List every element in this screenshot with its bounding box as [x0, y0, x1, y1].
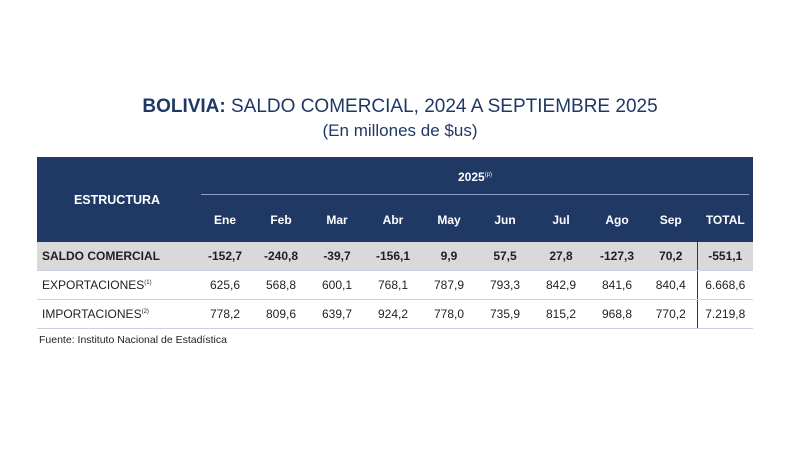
table-row: SALDO COMERCIAL -152,7 -240,8 -39,7 -156,1 9,… [37, 242, 753, 271]
table-cell: 815,2 [533, 300, 589, 329]
year-header: 2025(p) [197, 157, 753, 197]
table-body: SALDO COMERCIAL -152,7 -240,8 -39,7 -156,1 9,… [37, 242, 753, 329]
table-cell: 793,3 [477, 271, 533, 300]
table-cell: -39,7 [309, 242, 365, 271]
page-subtitle: (En millones de $us) [0, 120, 800, 142]
row-label: SALDO COMERCIAL [37, 242, 197, 271]
month-header-may: May [421, 197, 477, 242]
table-cell: -240,8 [253, 242, 309, 271]
year-note: (p) [485, 172, 492, 178]
total-header: TOTAL [697, 197, 753, 242]
table-cell: 778,0 [421, 300, 477, 329]
structure-header: ESTRUCTURA [37, 157, 197, 242]
month-header-mar: Mar [309, 197, 365, 242]
row-label-note: (1) [144, 280, 151, 286]
table-cell: 568,8 [253, 271, 309, 300]
table-cell: 842,9 [533, 271, 589, 300]
table-cell: 968,8 [589, 300, 645, 329]
row-label-text: SALDO COMERCIAL [42, 249, 160, 263]
row-label-text: IMPORTACIONES [42, 307, 142, 321]
table-cell: 841,6 [589, 271, 645, 300]
month-header-jun: Jun [477, 197, 533, 242]
total-cell: 7.219,8 [697, 300, 753, 329]
table-row: EXPORTACIONES(1) 625,6 568,8 600,1 768,1 787,… [37, 271, 753, 300]
month-header-jul: Jul [533, 197, 589, 242]
row-label-note: (2) [142, 309, 149, 315]
table-cell: -156,1 [365, 242, 421, 271]
table-cell: 27,8 [533, 242, 589, 271]
total-cell: -551,1 [697, 242, 753, 271]
month-header-abr: Abr [365, 197, 421, 242]
row-label-text: EXPORTACIONES [42, 278, 144, 292]
header-row-year: ESTRUCTURA 2025(p) [37, 157, 753, 197]
table-cell: 600,1 [309, 271, 365, 300]
table-cell: -127,3 [589, 242, 645, 271]
table-cell: 625,6 [197, 271, 253, 300]
table-row: IMPORTACIONES(2) 778,2 809,6 639,7 924,2 778,… [37, 300, 753, 329]
table-cell: 70,2 [645, 242, 697, 271]
table-cell: 768,1 [365, 271, 421, 300]
table-cell: 639,7 [309, 300, 365, 329]
table-cell: 57,5 [477, 242, 533, 271]
title-rest: SALDO COMERCIAL, 2024 A SEPTIEMBRE 2025 [226, 96, 658, 117]
total-cell: 6.668,6 [697, 271, 753, 300]
table-cell: 735,9 [477, 300, 533, 329]
month-header-sep: Sep [645, 197, 697, 242]
table-cell: 9,9 [421, 242, 477, 271]
source-note: Fuente: Instituto Nacional de Estadístic… [39, 334, 227, 346]
title-block: BOLIVIA: SALDO COMERCIAL, 2024 A SEPTIEM… [0, 96, 800, 142]
month-header-ago: Ago [589, 197, 645, 242]
month-header-feb: Feb [253, 197, 309, 242]
table-cell: 787,9 [421, 271, 477, 300]
table-cell: 840,4 [645, 271, 697, 300]
table-cell: -152,7 [197, 242, 253, 271]
table-cell: 770,2 [645, 300, 697, 329]
title-bold: BOLIVIA: [142, 96, 225, 117]
row-label: EXPORTACIONES(1) [37, 271, 197, 300]
month-header-ene: Ene [197, 197, 253, 242]
year-label: 2025 [458, 170, 485, 184]
table-cell: 924,2 [365, 300, 421, 329]
page-title: BOLIVIA: SALDO COMERCIAL, 2024 A SEPTIEM… [0, 96, 800, 118]
table-cell: 778,2 [197, 300, 253, 329]
row-label: IMPORTACIONES(2) [37, 300, 197, 329]
trade-balance-table: ESTRUCTURA 2025(p) Ene Feb Mar Abr May Jun Jul… [37, 157, 753, 329]
table-cell: 809,6 [253, 300, 309, 329]
